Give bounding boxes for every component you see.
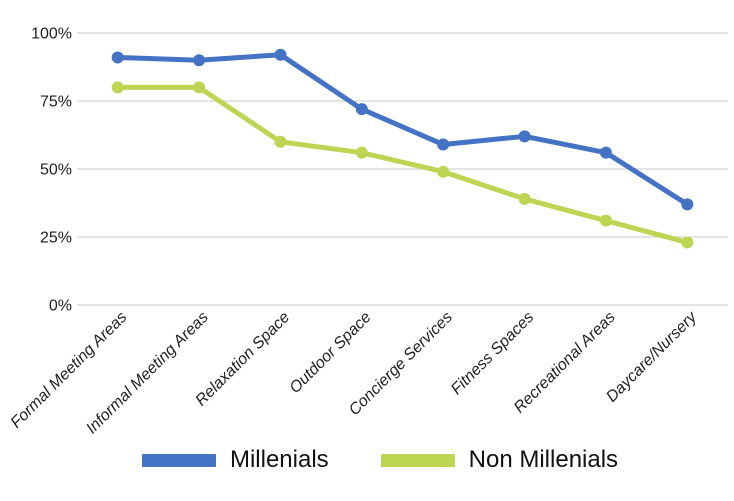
- data-point: [355, 146, 368, 159]
- data-point: [518, 130, 531, 143]
- data-point: [681, 198, 694, 211]
- y-axis-tick-label: 0%: [49, 298, 72, 315]
- data-point: [193, 81, 206, 94]
- legend-swatch-millenials: [141, 453, 216, 467]
- series-line: [115, 84, 690, 245]
- legend-swatch-non-millenials: [380, 453, 455, 467]
- data-point: [111, 81, 124, 94]
- x-axis-category-label: Outdoor Space: [287, 309, 375, 397]
- legend-label-non-millenials: Non Millenials: [468, 446, 619, 473]
- legend-label-millenials: Millenials: [229, 446, 329, 473]
- data-point: [681, 236, 694, 249]
- x-axis-category-label: Daycare/Nursery: [603, 308, 701, 406]
- data-point: [599, 214, 612, 227]
- y-axis-tick-label: 50%: [40, 162, 72, 179]
- series-line: [115, 52, 690, 207]
- y-axis-tick-label: 100%: [31, 26, 72, 43]
- legend-item-millenials: Millenials: [141, 446, 329, 474]
- data-point: [274, 135, 287, 148]
- data-point: [274, 48, 287, 61]
- line-chart-plot-area: 100%75%50%25%0%Formal Meeting AreasInfor…: [8, 26, 728, 437]
- data-point: [355, 103, 368, 116]
- x-axis-category-label: Fitness Spaces: [448, 309, 537, 398]
- data-point: [111, 51, 124, 64]
- data-point: [193, 54, 206, 67]
- data-point: [437, 138, 450, 151]
- legend-item-non-millenials: Non Millenials: [380, 446, 619, 474]
- data-point: [599, 146, 612, 159]
- legend: Millenials Non Millenials: [0, 446, 734, 474]
- y-axis-tick-label: 25%: [40, 230, 72, 247]
- data-point: [437, 165, 450, 178]
- data-point: [518, 192, 531, 205]
- y-axis-tick-label: 75%: [40, 94, 72, 111]
